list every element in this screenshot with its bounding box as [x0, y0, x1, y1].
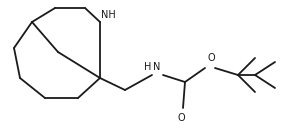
Text: NH: NH: [101, 10, 116, 20]
Text: H: H: [144, 62, 151, 72]
Text: O: O: [207, 53, 215, 63]
Text: O: O: [177, 113, 185, 123]
Text: N: N: [153, 62, 160, 72]
